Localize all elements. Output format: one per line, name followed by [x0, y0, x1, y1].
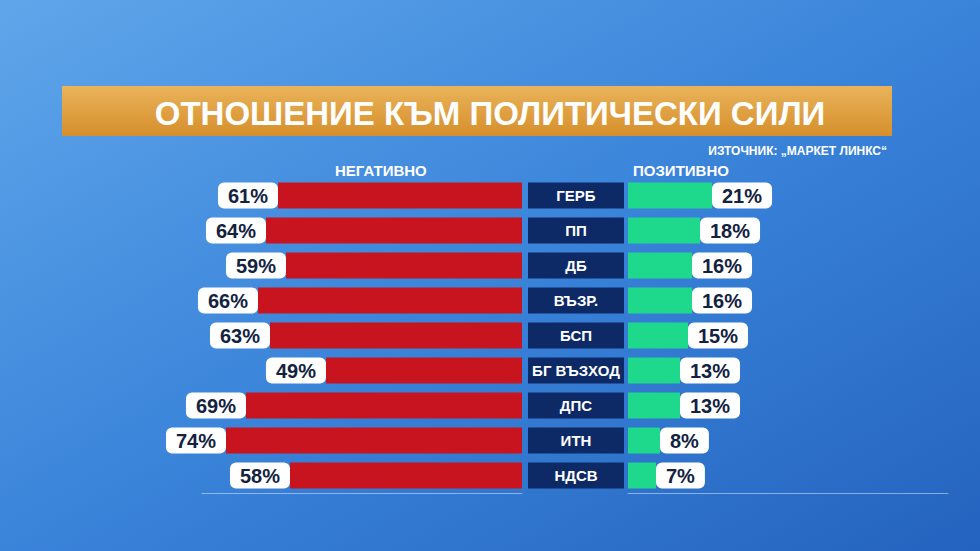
svg-text:61%: 61%: [228, 185, 268, 207]
svg-text:21%: 21%: [722, 185, 762, 207]
svg-text:ДПС: ДПС: [560, 397, 592, 414]
svg-text:НДСВ: НДСВ: [554, 467, 597, 484]
svg-text:БСП: БСП: [560, 327, 592, 344]
svg-text:58%: 58%: [240, 465, 280, 487]
svg-text:ВЪЗР.: ВЪЗР.: [554, 292, 598, 309]
svg-text:49%: 49%: [276, 360, 316, 382]
svg-text:ГЕРБ: ГЕРБ: [556, 187, 596, 204]
svg-text:ИЗТОЧНИК: „МАРКЕТ ЛИНКС“: ИЗТОЧНИК: „МАРКЕТ ЛИНКС“: [708, 144, 887, 158]
svg-text:НЕГАТИВНО: НЕГАТИВНО: [335, 162, 427, 179]
svg-text:ДБ: ДБ: [565, 257, 587, 274]
svg-text:13%: 13%: [690, 360, 730, 382]
svg-text:7%: 7%: [666, 465, 695, 487]
svg-text:66%: 66%: [208, 290, 248, 312]
svg-text:63%: 63%: [220, 325, 260, 347]
svg-text:ПП: ПП: [565, 222, 587, 239]
svg-text:64%: 64%: [216, 220, 256, 242]
svg-text:16%: 16%: [702, 290, 742, 312]
svg-text:8%: 8%: [670, 430, 699, 452]
svg-text:74%: 74%: [176, 430, 216, 452]
svg-text:18%: 18%: [710, 220, 750, 242]
svg-text:13%: 13%: [690, 395, 730, 417]
svg-text:ОТНОШЕНИЕ КЪМ ПОЛИТИЧЕСКИ СИЛИ: ОТНОШЕНИЕ КЪМ ПОЛИТИЧЕСКИ СИЛИ: [155, 95, 826, 132]
svg-text:15%: 15%: [698, 325, 738, 347]
svg-text:59%: 59%: [236, 255, 276, 277]
svg-text:ПОЗИТИВНО: ПОЗИТИВНО: [633, 162, 729, 179]
svg-text:16%: 16%: [702, 255, 742, 277]
svg-text:69%: 69%: [196, 395, 236, 417]
svg-text:ИТН: ИТН: [561, 432, 592, 449]
svg-text:БГ ВЪЗХОД: БГ ВЪЗХОД: [532, 362, 620, 379]
